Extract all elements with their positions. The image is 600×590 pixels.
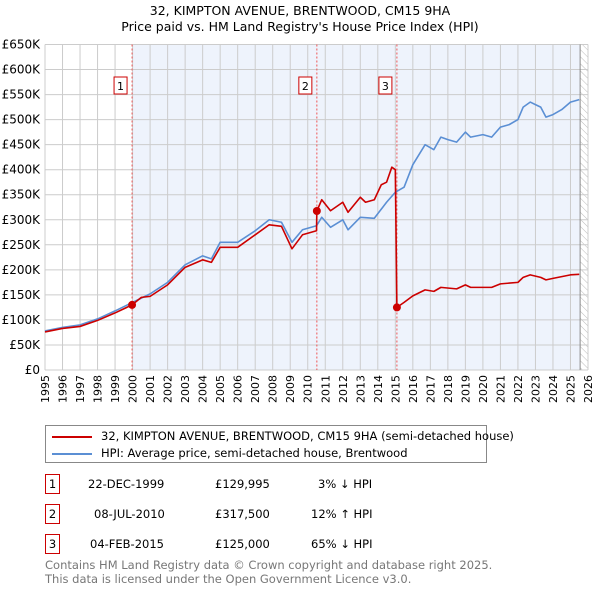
y-tick-label: £200K: [2, 263, 42, 277]
y-tick-label: £450K: [2, 138, 42, 152]
sale-price: £317,500: [215, 507, 270, 521]
y-tick-label: £400K: [2, 163, 42, 177]
sale-number-badge: 3: [45, 534, 60, 554]
y-tick-label: £650K: [2, 38, 42, 52]
x-tick-label: 1999: [109, 375, 122, 403]
x-tick-label: 2024: [547, 375, 560, 403]
plot-area: 1995 1996 1997 1998 1999 2000 2001 2002 2003 2004…: [2, 38, 595, 404]
x-tick-label: 2023: [529, 375, 542, 403]
y-tick-label: £150K: [2, 288, 42, 302]
sale-label-box: [378, 76, 393, 95]
x-tick-label: 2013: [354, 375, 367, 403]
x-tick-label: 2018: [442, 375, 455, 403]
footer-copyright: Contains HM Land Registry data © Crown c…: [45, 558, 493, 572]
y-tick-label: £0: [25, 363, 40, 377]
y-tick-label: £500K: [2, 113, 42, 127]
sale-hpi-diff: 12% ↑ HPI: [311, 507, 373, 521]
sale-number-badge: 2: [45, 504, 60, 524]
sale-label-box: [113, 76, 128, 95]
x-tick-label: 2016: [407, 375, 420, 403]
y-tick-label: £50K: [9, 338, 41, 352]
x-tick-label: 2011: [319, 375, 332, 403]
property-price-line: [44, 166, 580, 333]
table-row: 3 04-FEB-2015 £125,000 65% ↓ HPI: [45, 534, 465, 554]
x-tick-label: 2003: [179, 375, 192, 403]
x-tick-label: 2002: [162, 375, 175, 403]
x-tick-label: 1996: [57, 375, 70, 403]
footer-licence: This data is licensed under the Open Gov…: [45, 572, 412, 586]
x-tick-label: 2001: [144, 375, 157, 403]
y-tick-label: £600K: [2, 63, 42, 77]
x-tick-label: 1997: [74, 375, 87, 403]
x-tick-label: 2025: [564, 375, 577, 403]
sale-point: [312, 207, 321, 216]
x-tick-label: 2021: [494, 375, 507, 403]
x-tick-label: 2014: [372, 375, 385, 403]
sale-label: 1: [117, 80, 124, 93]
sale-label: 3: [382, 80, 389, 93]
x-tick-label: 2006: [232, 375, 245, 403]
legend-property-line: [52, 436, 92, 438]
table-row: 1 22-DEC-1999 £129,995 3% ↓ HPI: [45, 474, 465, 494]
x-tick-label: 2007: [249, 375, 262, 403]
legend-hpi-label: HPI: Average price, semi-detached house,…: [101, 446, 408, 460]
chart-title: 32, KIMPTON AVENUE, BRENTWOOD, CM15 9HA: [149, 3, 451, 18]
x-tick-label: 2005: [214, 375, 227, 403]
x-tick-label: 2015: [389, 375, 402, 403]
sale-date: 08-JUL-2010: [94, 507, 165, 521]
sale-date: 04-FEB-2015: [90, 537, 164, 551]
x-tick-label: 2019: [459, 375, 472, 403]
sale-label-box: [298, 76, 313, 95]
x-tick-label: 2010: [302, 375, 315, 403]
x-tick-label: 2012: [337, 375, 350, 403]
x-tick-label: 2020: [477, 375, 490, 403]
sale-label: 2: [302, 80, 309, 93]
x-tick-label: 2026: [582, 375, 595, 403]
chart-subtitle: Price paid vs. HM Land Registry's House …: [121, 19, 479, 34]
legend-hpi-line: [52, 453, 92, 455]
sale-point: [128, 300, 137, 309]
sale-hpi-diff: 3% ↓ HPI: [318, 477, 373, 491]
x-tick-label: 2009: [284, 375, 297, 403]
sale-point: [392, 303, 401, 312]
x-tick-label: 1998: [92, 375, 105, 403]
x-tick-label: 2000: [127, 375, 140, 403]
shaded-period: [132, 44, 581, 370]
forecast-hatch: [580, 44, 588, 370]
sale-date: 22-DEC-1999: [88, 477, 165, 491]
legend: 32, KIMPTON AVENUE, BRENTWOOD, CM15 9HA …: [45, 425, 514, 463]
table-row: 2 08-JUL-2010 £317,500 12% ↑ HPI: [45, 504, 465, 524]
y-tick-label: £300K: [2, 213, 42, 227]
legend-property-label: 32, KIMPTON AVENUE, BRENTWOOD, CM15 9HA …: [101, 429, 514, 443]
y-tick-label: £350K: [2, 188, 42, 202]
y-tick-label: £100K: [2, 313, 42, 327]
x-tick-label: 2008: [267, 375, 280, 403]
y-tick-label: £250K: [2, 238, 42, 252]
sale-number-badge: 1: [45, 474, 60, 494]
y-tick-label: £550K: [2, 88, 42, 102]
x-tick-label: 2017: [424, 375, 437, 403]
sale-price: £125,000: [215, 537, 270, 551]
sale-price: £129,995: [215, 477, 270, 491]
x-tick-label: 2004: [197, 375, 210, 403]
x-tick-label: 1995: [39, 375, 52, 403]
sale-hpi-diff: 65% ↓ HPI: [311, 537, 373, 551]
hpi-line: [44, 98, 580, 332]
x-tick-label: 2022: [512, 375, 525, 403]
